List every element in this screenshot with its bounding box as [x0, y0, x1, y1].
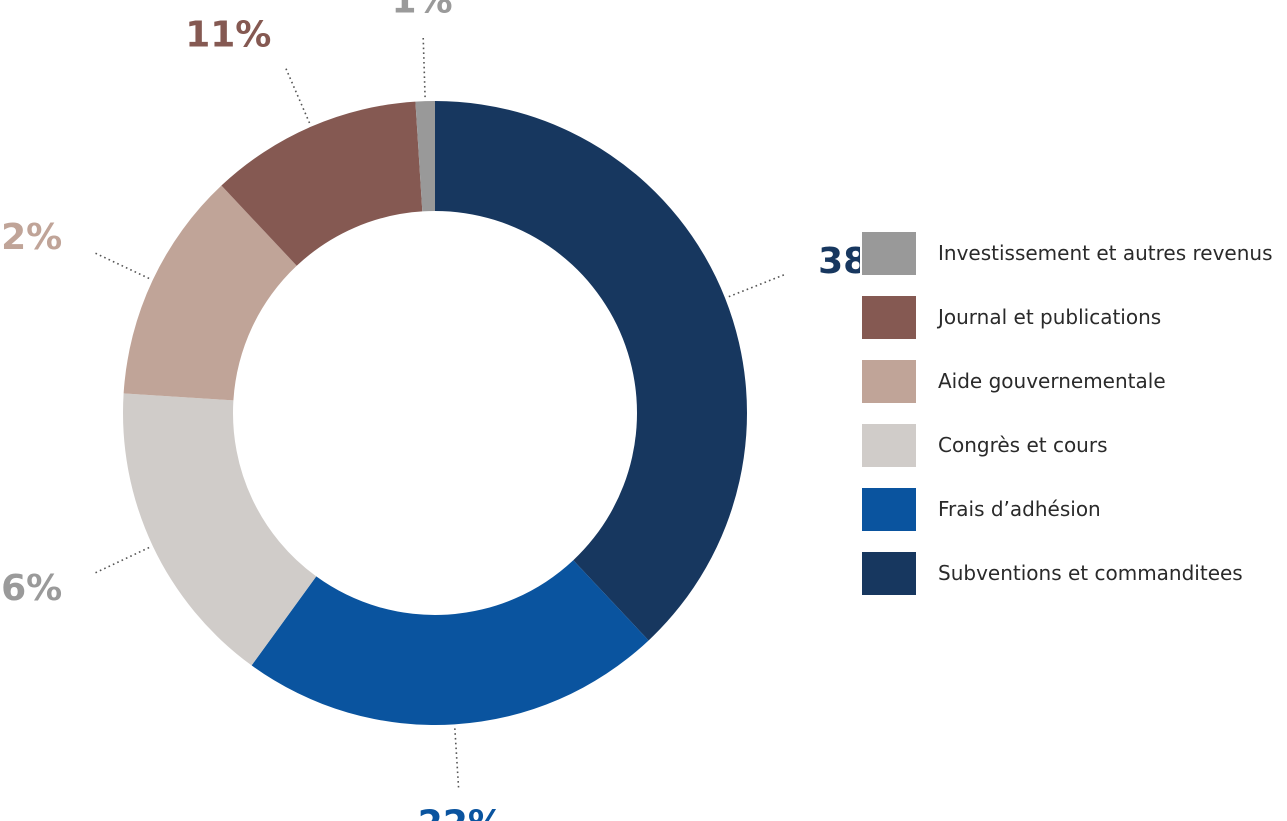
pct-label-congres-et-cours: 16%: [0, 568, 62, 609]
leader-line-subventions-et-commanditees: [728, 273, 787, 298]
pct-label-journal-et-publications: 11%: [185, 14, 271, 55]
slice-investissement-et-autres-revenus: [415, 101, 435, 212]
donut-slices: [122, 101, 747, 725]
legend-swatch: [862, 296, 916, 339]
legend-item-subventions-et-commanditees: Subventions et commanditees: [862, 552, 1282, 595]
legend-swatch: [862, 360, 916, 403]
legend-label: Subventions et commanditees: [938, 561, 1243, 585]
leader-line-aide-gouvernementale: [92, 251, 150, 280]
legend-swatch: [862, 424, 916, 467]
legend-label: Frais d’adhésion: [938, 497, 1101, 521]
slice-congres-et-cours: [122, 393, 317, 666]
legend: Investissement et autres revenus Journal …: [862, 232, 1282, 616]
pct-label-aide-gouvernementale: 12%: [0, 217, 62, 258]
legend-item-congres-et-cours: Congrès et cours: [862, 424, 1282, 467]
legend-swatch: [862, 488, 916, 531]
legend-item-frais-d-adhesion: Frais d’adhésion: [862, 488, 1282, 531]
pct-label-subventions-et-commanditees: 38%: [818, 241, 860, 282]
legend-swatch: [862, 232, 916, 275]
legend-label: Aide gouvernementale: [938, 369, 1166, 393]
legend-item-journal-et-publications: Journal et publications: [862, 296, 1282, 339]
legend-item-investissement-et-autres-revenus: Investissement et autres revenus: [862, 232, 1282, 275]
label-leader-lines: [92, 35, 787, 791]
leader-line-congres-et-cours: [92, 546, 150, 575]
percentage-labels: 38% 22% 16% 12% 11% 1%: [0, 0, 860, 821]
donut-chart: 38% 22% 16% 12% 11% 1%: [0, 0, 860, 821]
slice-journal-et-publications: [221, 101, 423, 266]
legend-swatch: [862, 552, 916, 595]
leader-line-frais-d-adhesion: [454, 728, 460, 791]
slice-aide-gouvernementale: [123, 185, 297, 401]
legend-label: Investissement et autres revenus: [938, 241, 1273, 265]
pct-label-frais-d-adhesion: 22%: [418, 804, 504, 821]
slice-subventions-et-commanditees: [435, 101, 747, 641]
leader-line-investissement-et-autres-revenus: [422, 35, 426, 98]
pct-label-investissement-et-autres-revenus: 1%: [391, 0, 452, 22]
slice-frais-d-adhesion: [251, 560, 649, 725]
legend-label: Journal et publications: [938, 305, 1162, 329]
legend-item-aide-gouvernementale: Aide gouvernementale: [862, 360, 1282, 403]
leader-line-journal-et-publications: [284, 65, 311, 124]
legend-label: Congrès et cours: [938, 433, 1108, 457]
